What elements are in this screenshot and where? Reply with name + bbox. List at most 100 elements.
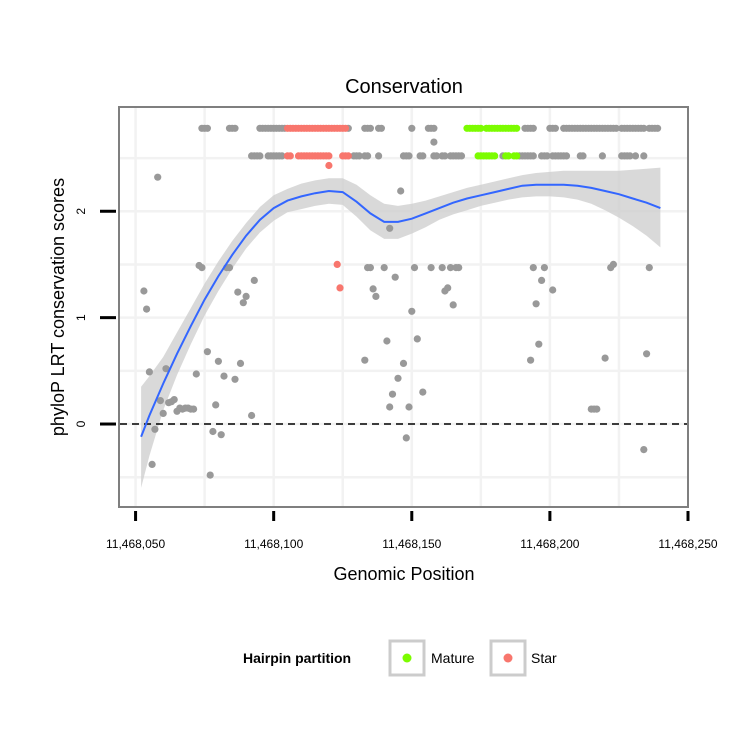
y-axis: 0 1 2 [74, 208, 116, 427]
point-other [234, 288, 242, 296]
point-other [220, 372, 228, 380]
point-other [551, 124, 560, 132]
point-other [640, 446, 648, 454]
x-axis-title: Genomic Position [333, 564, 474, 584]
point-other [372, 292, 380, 300]
smooth-line-layer [140, 183, 661, 438]
legend-key-mature-dot [402, 653, 412, 663]
point-star [344, 152, 352, 160]
point-other [391, 273, 399, 281]
point-mature [477, 124, 485, 132]
point-star [341, 124, 350, 132]
point-other [203, 348, 211, 356]
point-other [364, 152, 372, 160]
point-star [286, 152, 294, 160]
point-other [192, 370, 200, 378]
point-other [593, 405, 601, 413]
point-other [386, 224, 394, 232]
point-other [449, 301, 457, 309]
point-other [419, 388, 427, 396]
point-other [427, 264, 435, 272]
point-other [198, 264, 206, 272]
legend-label-mature: Mature [431, 650, 475, 666]
point-other [601, 354, 609, 362]
y-tick-label: 0 [74, 420, 88, 427]
point-other [278, 152, 286, 160]
point-other [355, 152, 363, 160]
point-other [394, 374, 402, 382]
point-other [562, 152, 571, 160]
y-tick-label: 1 [74, 314, 88, 321]
point-other [231, 375, 239, 383]
point-other [154, 173, 162, 181]
point-other [242, 292, 250, 300]
point-other [369, 285, 377, 293]
point-other [609, 260, 618, 268]
point-other [640, 124, 648, 132]
point-star [333, 260, 341, 268]
point-other [248, 411, 256, 420]
point-other [405, 152, 413, 160]
point-mature [504, 152, 513, 160]
point-star [325, 152, 333, 160]
point-other [380, 264, 388, 272]
point-star [336, 284, 344, 292]
point-mature [513, 124, 521, 132]
point-other [419, 152, 427, 160]
point-other [640, 152, 648, 160]
point-other [543, 152, 551, 160]
point-other [361, 356, 369, 364]
point-other [413, 335, 421, 343]
point-other [538, 276, 546, 284]
point-other [529, 152, 537, 160]
point-other [399, 359, 408, 367]
point-other [540, 264, 549, 272]
point-other [410, 264, 419, 272]
point-other [433, 152, 441, 160]
point-other [444, 284, 452, 292]
point-other [203, 124, 211, 132]
point-other [529, 264, 537, 272]
smooth-fit-line [140, 183, 661, 438]
legend-label-star: Star [531, 650, 557, 666]
point-other [145, 368, 153, 376]
point-other [159, 409, 167, 417]
point-other [388, 390, 397, 398]
point-other [527, 356, 535, 364]
point-other [170, 396, 178, 404]
point-other [140, 287, 148, 295]
point-other [631, 152, 640, 160]
point-other [626, 152, 634, 160]
point-other [579, 152, 587, 160]
point-other [549, 286, 557, 294]
point-other [214, 357, 222, 365]
point-other [529, 124, 537, 132]
point-mature [513, 152, 521, 160]
point-other [162, 365, 170, 373]
x-tick-label: 11,468,250 [658, 537, 717, 551]
point-other [156, 397, 164, 405]
x-axis: 11,468,050 11,468,100 11,468,150 11,468,200… [106, 511, 718, 551]
point-other [209, 427, 217, 436]
point-other [408, 307, 416, 315]
confidence-band [141, 167, 661, 488]
point-other [386, 403, 394, 411]
point-other [250, 276, 258, 284]
point-other [217, 431, 225, 439]
point-other [383, 337, 391, 345]
legend-key-star-dot [503, 653, 513, 663]
confidence-band-layer [141, 167, 661, 488]
x-tick-label: 11,468,050 [106, 537, 165, 551]
point-other [366, 124, 374, 132]
x-tick-label: 11,468,100 [244, 537, 303, 551]
x-tick-label: 11,468,150 [382, 537, 441, 551]
point-other [441, 152, 449, 160]
point-other [212, 401, 220, 409]
point-other [143, 305, 151, 313]
point-other [239, 299, 247, 307]
grid-lines [120, 108, 687, 506]
point-other [225, 264, 234, 272]
point-other [532, 300, 540, 308]
y-axis-title: phyloP LRT conservation scores [48, 178, 68, 436]
point-other [612, 124, 620, 132]
